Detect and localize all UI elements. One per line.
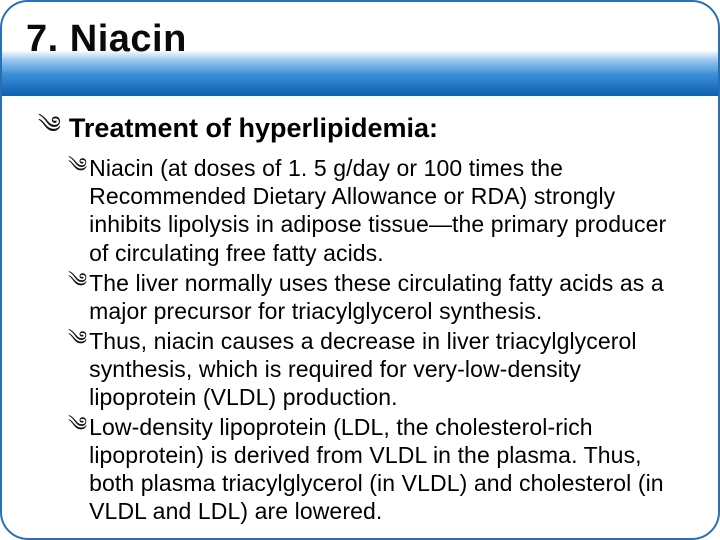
- slide-title: 7. Niacin: [26, 18, 187, 61]
- list-item-text: Thus, niacin causes a decrease in liver …: [89, 327, 690, 411]
- content-area: ༄ Treatment of hyperlipidemia: ༄ Niacin …: [38, 112, 690, 532]
- swirl-bullet-icon: ༄: [38, 112, 61, 141]
- list-item: ༄ Thus, niacin causes a decrease in live…: [68, 327, 690, 411]
- slide-frame: 7. Niacin ༄ Treatment of hyperlipidemia:…: [0, 0, 720, 540]
- section-heading: Treatment of hyperlipidemia:: [69, 112, 438, 144]
- list-item: ༄ Low-density lipoprotein (LDL, the chol…: [68, 413, 690, 525]
- swirl-bullet-icon: ༄: [68, 269, 87, 294]
- heading-row: ༄ Treatment of hyperlipidemia:: [38, 112, 690, 144]
- swirl-bullet-icon: ༄: [68, 154, 87, 179]
- list-item-text: Low-density lipoprotein (LDL, the choles…: [89, 413, 690, 525]
- list-item: ༄ Niacin (at doses of 1. 5 g/day or 100 …: [68, 154, 690, 266]
- swirl-bullet-icon: ༄: [68, 327, 87, 352]
- list-item: ༄ The liver normally uses these circulat…: [68, 269, 690, 325]
- list-item-text: The liver normally uses these circulatin…: [89, 269, 690, 325]
- list-item-text: Niacin (at doses of 1. 5 g/day or 100 ti…: [89, 154, 690, 266]
- swirl-bullet-icon: ༄: [68, 413, 87, 438]
